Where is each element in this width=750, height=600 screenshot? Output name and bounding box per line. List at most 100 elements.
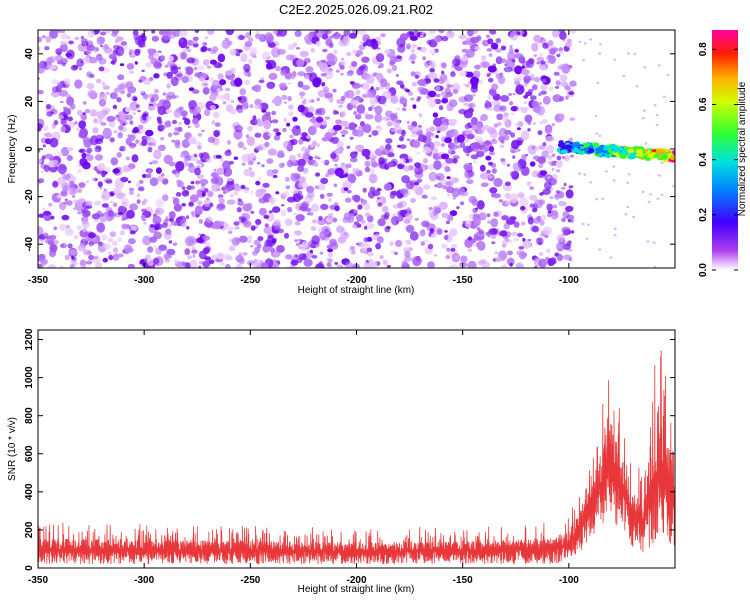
heatmap-signal-cell — [639, 152, 645, 156]
heatmap-cell — [86, 147, 93, 154]
heatmap-cell — [539, 220, 545, 226]
heatmap-cell — [299, 205, 307, 211]
heatmap-cell — [565, 189, 574, 199]
heatmap-cell — [235, 263, 243, 268]
heatmap-cell — [49, 239, 59, 245]
heatmap-cell — [266, 56, 271, 60]
heatmap-cell — [523, 78, 530, 85]
heatmap-cell — [538, 145, 546, 150]
heatmap-cell — [357, 204, 363, 210]
heatmap-cell — [355, 89, 361, 96]
heatmap-cell — [523, 94, 529, 99]
heatmap-cell — [350, 246, 355, 251]
heatmap-cell — [198, 76, 206, 82]
heatmap-cell — [130, 225, 138, 231]
heatmap-cell — [515, 84, 525, 95]
heatmap-cell — [361, 148, 371, 157]
heatmap-cell — [120, 89, 125, 95]
heatmap-cell — [226, 199, 236, 205]
spectrogram-y-label: Frequency (Hz) — [7, 115, 18, 184]
heatmap-cell — [491, 83, 499, 91]
heatmap-cell — [368, 258, 373, 262]
heatmap-cell — [315, 263, 325, 268]
heatmap-cell — [101, 203, 109, 208]
heatmap-cell — [604, 170, 608, 173]
heatmap-cell — [449, 210, 458, 217]
heatmap-cell — [100, 122, 107, 126]
heatmap-cell — [149, 177, 159, 187]
heatmap-cell — [460, 56, 469, 62]
heatmap-cell — [41, 35, 46, 39]
heatmap-cell — [339, 72, 344, 76]
heatmap-cell — [547, 258, 557, 265]
heatmap-cell — [496, 113, 504, 121]
heatmap-cell — [520, 130, 530, 141]
heatmap-cell — [162, 92, 167, 96]
heatmap-cell — [635, 85, 639, 88]
heatmap-signal-cell — [635, 154, 639, 157]
heatmap-cell — [38, 239, 45, 244]
heatmap-cell — [297, 165, 305, 172]
heatmap-cell — [137, 109, 141, 113]
heatmap-cell — [627, 173, 631, 176]
heatmap-cell — [672, 184, 675, 188]
heatmap-cell — [127, 86, 137, 94]
heatmap-cell — [327, 168, 336, 175]
heatmap-cell — [411, 60, 415, 64]
heatmap-cell — [421, 194, 428, 199]
heatmap-cell — [311, 254, 318, 259]
heatmap-cell — [318, 215, 323, 221]
heatmap-cell — [209, 104, 216, 110]
heatmap-cell — [522, 239, 532, 249]
heatmap-cell — [97, 163, 106, 171]
heatmap-cell — [434, 207, 441, 214]
heatmap-cell — [243, 168, 251, 177]
heatmap-cell — [41, 258, 48, 265]
heatmap-cell — [495, 56, 503, 65]
heatmap-cell — [549, 160, 557, 167]
heatmap-cell — [508, 239, 513, 243]
heatmap-cell — [242, 146, 247, 150]
heatmap-cell — [613, 234, 617, 237]
heatmap-cell — [368, 134, 372, 138]
heatmap-cell — [395, 220, 399, 224]
heatmap-cell — [349, 136, 354, 140]
heatmap-cell — [472, 217, 481, 227]
heatmap-cell — [474, 46, 480, 51]
heatmap-cell — [396, 80, 404, 86]
heatmap-cell — [396, 55, 402, 59]
heatmap-cell — [537, 241, 543, 245]
heatmap-cell — [166, 248, 176, 256]
heatmap-cell — [363, 203, 371, 211]
heatmap-cell — [351, 61, 358, 67]
heatmap-cell — [434, 254, 438, 257]
heatmap-cell — [132, 30, 139, 36]
heatmap-cell — [406, 138, 411, 141]
heatmap-cell — [99, 44, 104, 48]
heatmap-cell — [612, 179, 616, 182]
heatmap-cell — [566, 214, 575, 220]
heatmap-cell — [335, 33, 342, 38]
heatmap-cell — [43, 125, 49, 131]
heatmap-cell — [175, 172, 180, 178]
heatmap-cell — [340, 129, 349, 135]
heatmap-cell — [549, 48, 556, 55]
heatmap-cell — [281, 204, 285, 207]
heatmap-cell — [78, 67, 82, 71]
heatmap-cell — [338, 104, 343, 109]
heatmap-cell — [324, 92, 333, 99]
heatmap-cell — [542, 226, 552, 236]
y-tick-label: -40 — [24, 237, 35, 252]
heatmap-cell — [328, 97, 334, 103]
heatmap-cell — [105, 179, 113, 184]
heatmap-cell — [533, 35, 542, 43]
heatmap-cell — [441, 35, 449, 42]
heatmap-cell — [333, 124, 342, 131]
snr-line — [38, 350, 675, 565]
heatmap-cell — [139, 75, 147, 81]
heatmap-cell — [79, 157, 88, 167]
heatmap-cell — [82, 136, 91, 144]
heatmap-cell — [355, 95, 362, 101]
heatmap-cell — [445, 220, 450, 225]
heatmap-cell — [529, 186, 534, 190]
